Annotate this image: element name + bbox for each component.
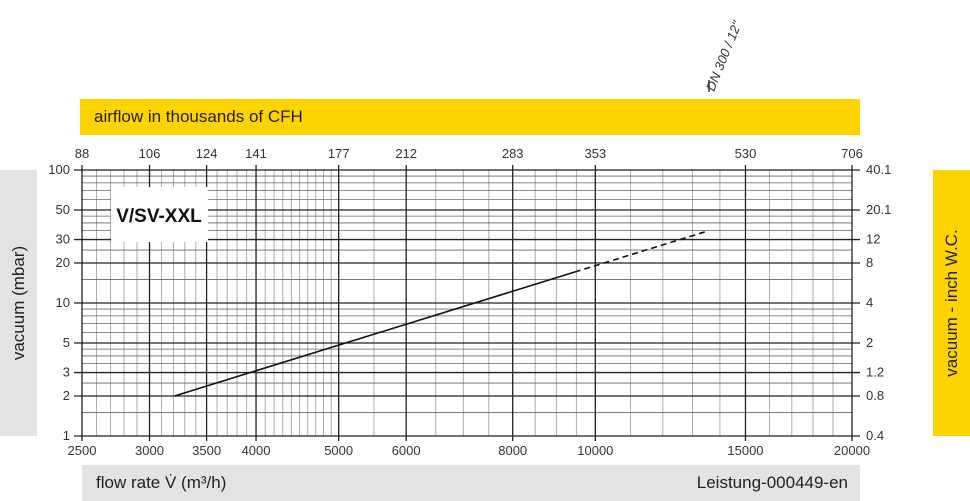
x-tick-label: 4000 xyxy=(242,443,271,458)
series xyxy=(174,230,709,397)
y-tick-label: 1 xyxy=(63,428,70,443)
bottom-axis-title-band: flow rate V̇ (m³/h) Leistung-000449-en xyxy=(82,465,860,501)
top-axis-title: airflow in thousands of CFH xyxy=(94,107,303,126)
x-tick-label: 3500 xyxy=(192,443,221,458)
title-box xyxy=(111,187,208,242)
left-axis-title-band: vacuum (mbar) xyxy=(0,170,37,436)
top-tick-label: 706 xyxy=(841,146,863,161)
top-tick-label: 353 xyxy=(584,146,606,161)
right-axis-title-band: vacuum - inch W.C. xyxy=(933,170,970,436)
right-tick-label: 0.8 xyxy=(866,388,884,403)
top-tick-label: 124 xyxy=(196,146,218,161)
y-tick-label: 20 xyxy=(56,255,70,270)
right-tick-label: 1.2 xyxy=(866,365,884,380)
x-tick-label: 10000 xyxy=(577,443,613,458)
series-line-solid xyxy=(174,271,576,397)
right-tick-label: 40.1 xyxy=(866,162,891,177)
right-tick-label: 0.4 xyxy=(866,428,884,443)
y-tick-label: 10 xyxy=(56,295,70,310)
right-tick-label: 2 xyxy=(866,335,873,350)
y-tick-label: 50 xyxy=(56,202,70,217)
y-tick-label: 100 xyxy=(48,162,70,177)
right-tick-label: 20.1 xyxy=(866,202,891,217)
x-tick-label: 6000 xyxy=(392,443,421,458)
document-id: Leistung-000449-en xyxy=(696,473,848,492)
top-tick-label: 141 xyxy=(245,146,267,161)
y-tick-label: 5 xyxy=(63,335,70,350)
top-tick-label: 530 xyxy=(735,146,757,161)
y-tick-label: 3 xyxy=(63,365,70,380)
x-tick-label: 3000 xyxy=(135,443,164,458)
x-tick-label: 20000 xyxy=(834,443,870,458)
y-tick-label: 30 xyxy=(56,232,70,247)
series-line-dashed xyxy=(574,230,709,273)
axes: 2500883000106350012440001415000177600021… xyxy=(48,146,891,458)
top-tick-label: 106 xyxy=(139,146,161,161)
chart-title: V/SV-XXL xyxy=(116,206,202,227)
top-tick-label: 177 xyxy=(328,146,350,161)
right-tick-label: 4 xyxy=(866,295,873,310)
top-axis-title-band: airflow in thousands of CFH xyxy=(80,99,860,135)
top-tick-label: 212 xyxy=(395,146,417,161)
top-tick-label: 283 xyxy=(502,146,524,161)
right-tick-label: 12 xyxy=(866,232,880,247)
x-tick-label: 2500 xyxy=(68,443,97,458)
x-axis-title: flow rate V̇ (m³/h) xyxy=(96,473,227,492)
x-tick-label: 15000 xyxy=(727,443,763,458)
right-tick-label: 8 xyxy=(866,255,873,270)
top-tick-label: 88 xyxy=(75,146,89,161)
x-tick-label: 5000 xyxy=(324,443,353,458)
x-tick-label: 8000 xyxy=(498,443,527,458)
y-tick-label: 2 xyxy=(63,388,70,403)
